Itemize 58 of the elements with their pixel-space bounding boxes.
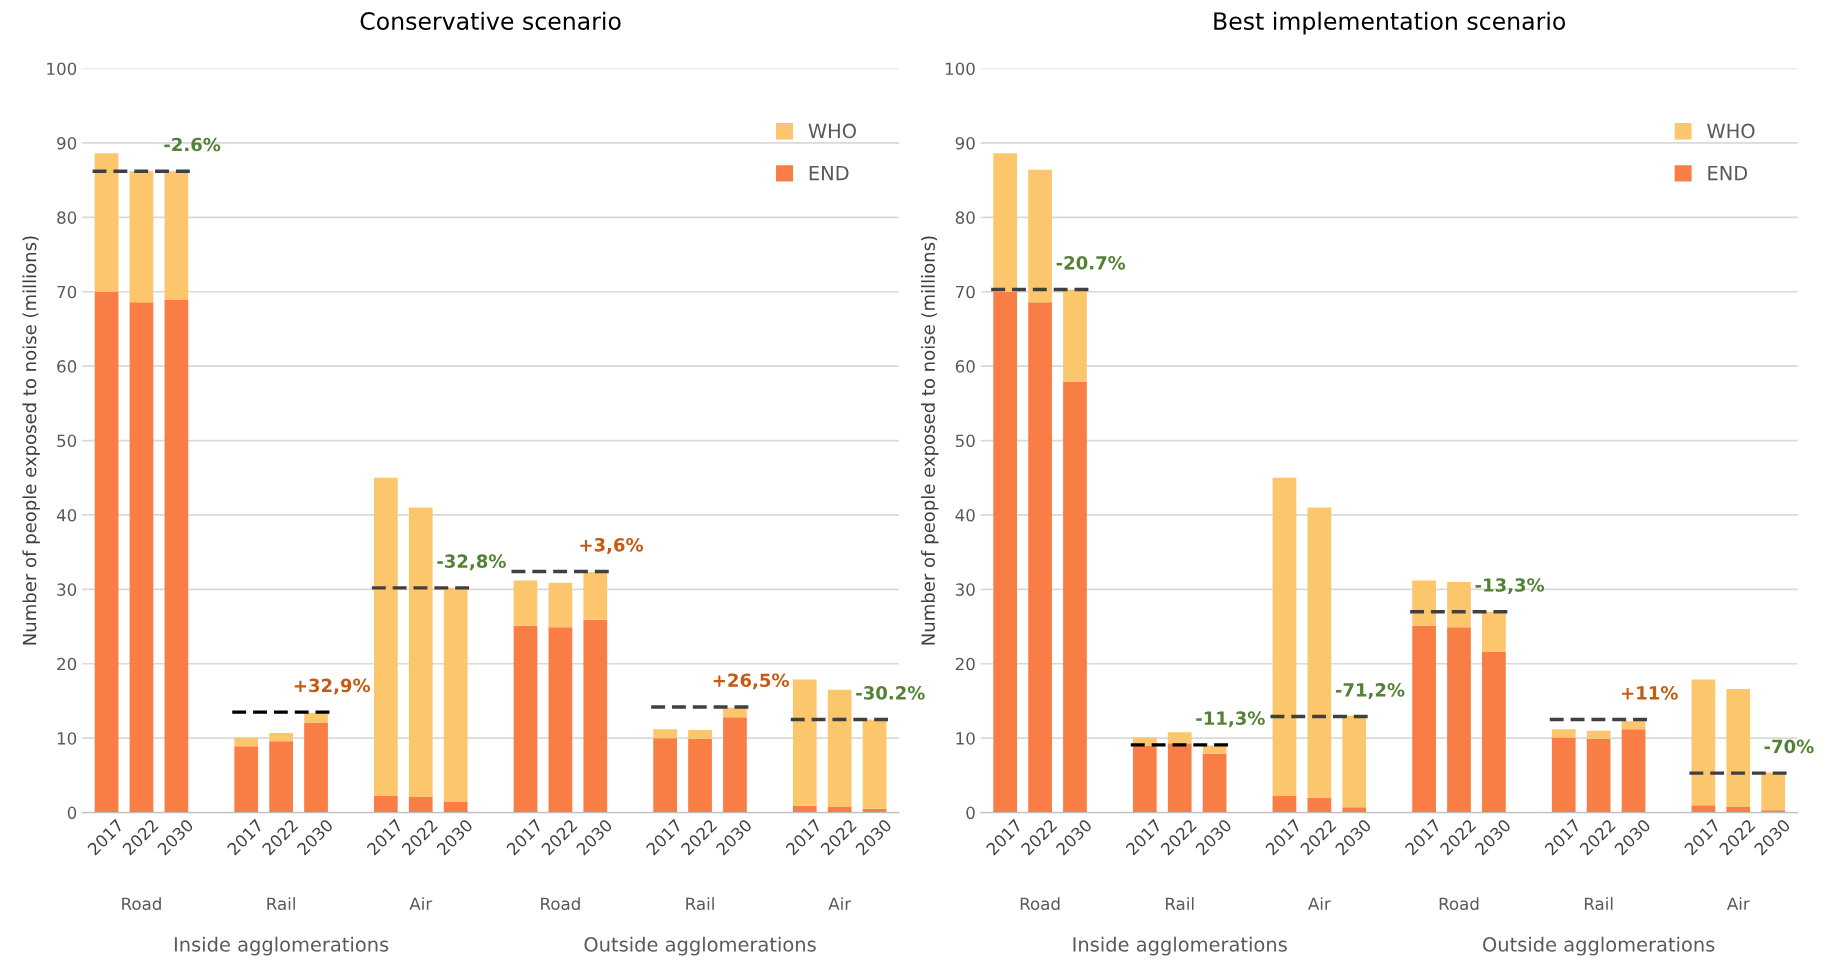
annotation: -70% bbox=[1764, 739, 1814, 754]
text: Road bbox=[122, 897, 161, 911]
text: Air bbox=[409, 897, 433, 910]
y-tick-label: 80 bbox=[57, 211, 77, 224]
y-tick-label: 30 bbox=[955, 583, 975, 596]
annotation: -2.6% bbox=[164, 137, 221, 152]
annotation: +3,6% bbox=[580, 537, 644, 554]
annotation: +26,5% bbox=[713, 673, 789, 690]
legend-label: END bbox=[809, 165, 849, 181]
text: Road bbox=[1020, 897, 1060, 911]
chart-title: Conservative scenario bbox=[360, 11, 621, 30]
annotation: -11,3% bbox=[1196, 711, 1265, 728]
y-tick-label: 60 bbox=[57, 360, 77, 373]
y-tick-label: 100 bbox=[945, 62, 975, 76]
text: Road bbox=[1439, 897, 1479, 911]
y-tick-label: 40 bbox=[955, 508, 975, 522]
y-tick-label: 0 bbox=[67, 806, 77, 820]
y-axis-title: Number of people exposed to noise (millions) bbox=[921, 236, 939, 645]
legend-label: WHO bbox=[808, 123, 856, 139]
legend-label: WHO bbox=[1707, 123, 1755, 139]
y-tick-label: 10 bbox=[57, 732, 77, 745]
text: Inside agglomerations bbox=[174, 936, 389, 956]
text: Rail bbox=[267, 897, 295, 911]
text: Air bbox=[1726, 897, 1750, 910]
annotation: +32,9% bbox=[294, 678, 371, 695]
y-tick-label: 40 bbox=[56, 508, 77, 522]
annotation: -30.2% bbox=[856, 686, 925, 700]
annotation: +11% bbox=[1621, 686, 1678, 700]
text: Road bbox=[541, 897, 580, 911]
annotation: -71,2% bbox=[1335, 683, 1405, 700]
annotation: -13,3% bbox=[1475, 578, 1545, 595]
y-tick-label: 0 bbox=[966, 806, 975, 820]
text: Rail bbox=[686, 897, 714, 911]
text: Inside agglomerations bbox=[1073, 936, 1287, 956]
chart-title: Best implementation scenario bbox=[1214, 11, 1566, 35]
text: Air bbox=[1308, 897, 1331, 910]
y-tick-label: 50 bbox=[955, 434, 975, 448]
y-tick-label: 50 bbox=[57, 434, 77, 448]
y-tick-label: 80 bbox=[955, 211, 975, 224]
annotation: -32,8% bbox=[437, 554, 506, 571]
y-tick-label: 10 bbox=[956, 732, 975, 745]
text: Outside agglomerations bbox=[584, 936, 816, 956]
y-tick-label: 20 bbox=[955, 657, 975, 671]
legend-label: END bbox=[1708, 165, 1748, 181]
text: Rail bbox=[1584, 897, 1613, 911]
text: Rail bbox=[1166, 897, 1194, 911]
y-tick-label: 60 bbox=[955, 360, 975, 373]
y-tick-label: 100 bbox=[47, 62, 77, 76]
annotation: -20.7% bbox=[1056, 255, 1126, 270]
y-tick-label: 90 bbox=[955, 136, 975, 150]
y-axis-title: Number of people exposed to noise (millions) bbox=[22, 236, 40, 645]
y-tick-label: 30 bbox=[57, 583, 77, 596]
text: Air bbox=[828, 897, 852, 910]
y-tick-label: 20 bbox=[57, 657, 77, 671]
y-tick-label: 90 bbox=[57, 136, 77, 150]
text: Outside agglomerations bbox=[1483, 936, 1715, 956]
y-tick-label: 70 bbox=[57, 285, 77, 299]
y-tick-label: 70 bbox=[956, 285, 975, 299]
